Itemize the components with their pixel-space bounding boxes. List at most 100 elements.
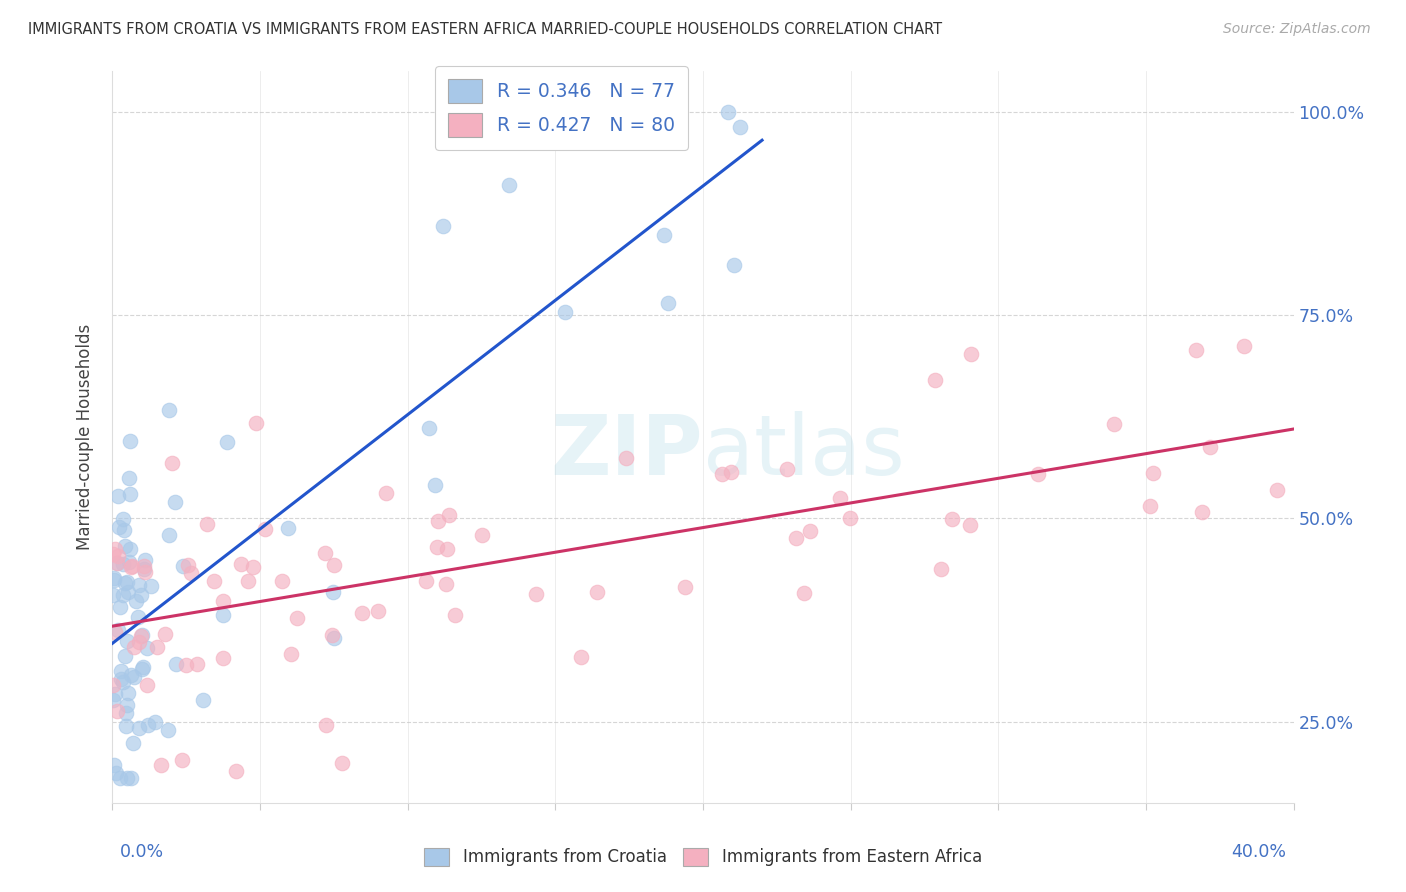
Point <box>277 521 299 535</box>
Point <box>280 648 302 662</box>
Point <box>117 686 139 700</box>
Point <box>105 556 128 570</box>
Point <box>415 574 437 589</box>
Point <box>160 456 183 470</box>
Point <box>103 571 125 585</box>
Point <box>828 491 851 505</box>
Point <box>1142 466 1164 480</box>
Point <box>776 462 799 476</box>
Point <box>174 658 197 673</box>
Point <box>675 581 697 595</box>
Point <box>838 510 860 524</box>
Point <box>131 662 153 676</box>
Point <box>569 650 592 665</box>
Point <box>128 721 150 735</box>
Point <box>212 607 235 622</box>
Point <box>418 420 440 434</box>
Point <box>112 512 135 526</box>
Point <box>242 560 264 574</box>
Point <box>134 553 156 567</box>
Point <box>444 608 467 623</box>
Point <box>730 120 752 135</box>
Point <box>134 562 156 576</box>
Point <box>591 105 613 120</box>
Point <box>614 450 637 465</box>
Point <box>225 764 247 779</box>
Point <box>129 629 152 643</box>
Point <box>112 523 135 537</box>
Point <box>212 593 235 607</box>
Text: 40.0%: 40.0% <box>1232 843 1286 861</box>
Point <box>434 577 457 591</box>
Point <box>498 178 520 192</box>
Point <box>120 560 142 574</box>
Point <box>128 578 150 592</box>
Point <box>117 584 139 599</box>
Point <box>929 562 952 576</box>
Point <box>720 465 742 479</box>
Point <box>103 758 125 772</box>
Point <box>118 434 141 448</box>
Point <box>1191 505 1213 519</box>
Point <box>195 516 218 531</box>
Point <box>554 305 576 319</box>
Point <box>236 574 259 589</box>
Point <box>108 600 131 615</box>
Point <box>211 650 233 665</box>
Point <box>1265 483 1288 498</box>
Point <box>785 531 807 545</box>
Point <box>799 524 821 539</box>
Point <box>1199 440 1222 454</box>
Point <box>471 527 494 541</box>
Point <box>115 698 138 712</box>
Point <box>314 545 336 559</box>
Legend: Immigrants from Croatia, Immigrants from Eastern Africa: Immigrants from Croatia, Immigrants from… <box>416 839 990 875</box>
Point <box>322 585 344 599</box>
Point <box>177 558 200 573</box>
Point <box>107 704 129 718</box>
Point <box>114 719 136 733</box>
Point <box>157 528 180 542</box>
Point <box>186 657 208 671</box>
Text: 0.0%: 0.0% <box>120 843 163 861</box>
Point <box>132 558 155 573</box>
Point <box>108 772 131 786</box>
Point <box>711 467 734 482</box>
Y-axis label: Married-couple Households: Married-couple Households <box>76 324 94 550</box>
Point <box>924 373 946 387</box>
Point <box>114 575 136 590</box>
Point <box>135 678 157 692</box>
Point <box>1026 467 1049 481</box>
Point <box>254 522 277 536</box>
Point <box>114 649 136 664</box>
Point <box>104 687 127 701</box>
Point <box>118 471 141 485</box>
Text: IMMIGRANTS FROM CROATIA VS IMMIGRANTS FROM EASTERN AFRICA MARRIED-COUPLE HOUSEHO: IMMIGRANTS FROM CROATIA VS IMMIGRANTS FR… <box>28 22 942 37</box>
Point <box>163 495 186 509</box>
Point <box>125 593 148 607</box>
Point <box>717 105 740 120</box>
Point <box>959 517 981 532</box>
Point <box>118 542 141 557</box>
Point <box>793 585 815 599</box>
Point <box>128 634 150 648</box>
Point <box>104 625 127 640</box>
Point <box>215 434 238 449</box>
Point <box>107 489 129 503</box>
Point <box>117 772 139 786</box>
Point <box>165 657 187 671</box>
Point <box>229 557 252 571</box>
Point <box>146 640 169 654</box>
Point <box>145 714 167 729</box>
Point <box>423 478 446 492</box>
Point <box>121 736 143 750</box>
Point <box>110 664 132 678</box>
Point <box>1185 343 1208 357</box>
Point <box>131 628 153 642</box>
Point <box>315 718 337 732</box>
Point <box>127 610 149 624</box>
Point <box>107 549 129 563</box>
Point <box>437 508 460 522</box>
Point <box>118 487 141 501</box>
Point <box>121 559 143 574</box>
